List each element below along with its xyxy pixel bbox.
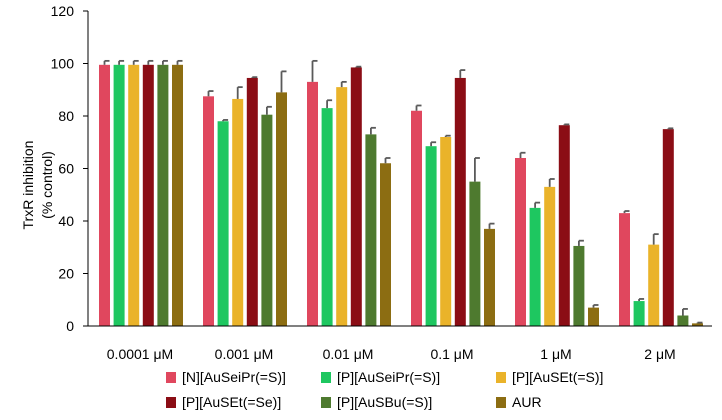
bar (529, 207, 541, 326)
bar (692, 323, 703, 326)
y-axis-label-line1: TrxR inhibition (20, 141, 36, 230)
bar (573, 245, 585, 326)
bar (677, 315, 689, 326)
bar-group (619, 127, 703, 326)
legend-label: [P][AuSBu(=S)] (337, 394, 432, 410)
bar (128, 64, 140, 326)
legend-item: [P][AuSEt(=Se)] (166, 394, 281, 410)
legend-swatch (496, 372, 506, 383)
bar (558, 125, 570, 326)
legend-swatch (321, 397, 331, 408)
bar-group (203, 70, 287, 326)
bar (454, 77, 466, 326)
legend-label: [N][AuSeiPr(=S)] (182, 369, 286, 385)
bar (157, 64, 169, 326)
bar (321, 108, 333, 326)
legend-item: [P][AuSEt(=S)] (496, 369, 603, 385)
bar (648, 244, 660, 326)
bar (307, 81, 318, 326)
bar (380, 163, 391, 326)
legend-swatch (496, 397, 506, 408)
bar (440, 137, 452, 326)
bar (113, 64, 125, 326)
bar (425, 146, 437, 326)
bar (276, 92, 287, 326)
y-axis-label-line2: (% control) (39, 151, 55, 219)
bar (469, 181, 481, 326)
y-axis-label: TrxR inhibition (% control) (20, 141, 55, 230)
bar (633, 301, 645, 326)
y-tick-label: 120 (51, 3, 75, 19)
legend-item: AUR (496, 394, 542, 410)
legend-item: [P][AuSBu(=S)] (321, 394, 432, 410)
bar-group (307, 59, 391, 326)
bar (484, 228, 495, 326)
y-tick-label: 60 (58, 161, 74, 177)
x-tick-label: 1 μM (540, 346, 571, 362)
bar (172, 64, 183, 326)
bar (99, 64, 110, 326)
bar-group (99, 59, 183, 326)
bar (336, 87, 348, 326)
legend-label: [P][AuSEt(=Se)] (182, 394, 281, 410)
bar (515, 158, 526, 326)
bar (588, 307, 599, 326)
bar (261, 114, 273, 326)
bar (411, 110, 422, 326)
bar (203, 96, 214, 326)
y-tick-label: 40 (58, 213, 74, 229)
bar (544, 186, 556, 326)
legend-label: [P][AuSEt(=S)] (512, 369, 603, 385)
bars (99, 59, 703, 326)
legend: [N][AuSeiPr(=S)] [P][AuSeiPr(=S)] [P][AuSE… (166, 369, 603, 410)
x-tick-label: 2 μM (644, 346, 675, 362)
bar (246, 77, 258, 326)
legend-item: [P][AuSeiPr(=S)] (321, 369, 440, 385)
bar-group (515, 123, 599, 326)
bar (350, 67, 362, 326)
legend-swatch (321, 372, 331, 383)
bar (365, 134, 377, 326)
legend-label: AUR (512, 394, 542, 410)
y-tick-label: 80 (58, 108, 74, 124)
y-tick-label: 0 (66, 318, 74, 334)
x-tick-label: 0.01 μM (323, 346, 374, 362)
bar (619, 213, 630, 326)
legend-item: [N][AuSeiPr(=S)] (166, 369, 286, 385)
bar-group (411, 69, 495, 326)
y-tick-label: 100 (51, 56, 75, 72)
legend-label: [P][AuSeiPr(=S)] (337, 369, 440, 385)
y-axis: 0 20 40 60 80 100 120 (51, 3, 89, 334)
x-axis: 0.0001 μM 0.001 μM 0.01 μM 0.1 μM 1 μM 2 μM (88, 325, 712, 362)
bar (662, 129, 674, 326)
bar (217, 121, 229, 326)
bar (142, 64, 154, 326)
x-tick-label: 0.0001 μM (107, 346, 173, 362)
bar (232, 98, 244, 326)
legend-swatch (166, 397, 176, 408)
x-tick-label: 0.001 μM (215, 346, 274, 362)
x-tick-label: 0.1 μM (430, 346, 473, 362)
y-tick-label: 20 (58, 266, 74, 282)
legend-swatch (166, 372, 176, 383)
